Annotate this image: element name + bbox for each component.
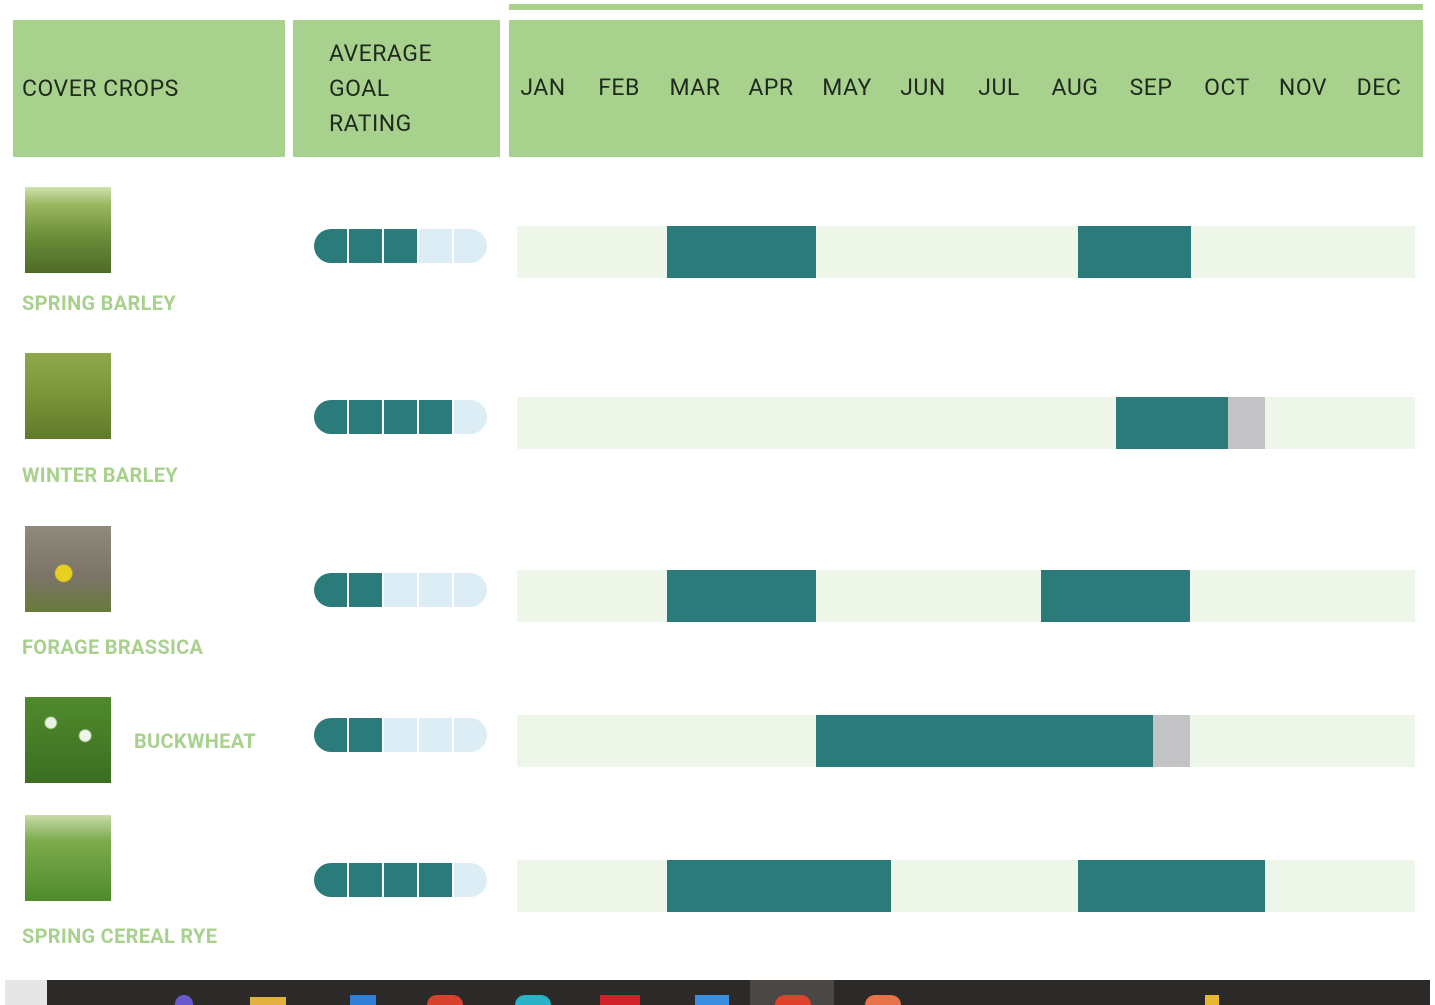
month-label: AUG [1051,74,1099,101]
planting-window [666,226,817,278]
rating-segment-empty [454,400,487,434]
taskbar-icon[interactable] [515,995,551,1005]
taskbar-icon[interactable] [695,995,729,1005]
month-label: MAY [822,74,872,101]
crop-photo [25,526,111,612]
header-accent [509,4,1423,10]
rating-segment-empty [454,573,487,607]
timeline-track [517,860,1415,912]
rating-segment-filled [384,229,417,263]
planting-window [816,715,1154,767]
rating-segment-filled [349,863,382,897]
rating-segment-filled [384,863,417,897]
rating-segment-empty [454,718,487,752]
crop-name[interactable]: WINTER BARLEY [22,463,178,487]
taskbar-icon[interactable] [600,995,640,1005]
taskbar-icon[interactable] [350,995,376,1005]
crop-photo [25,697,111,783]
rating-segment-filled [419,863,452,897]
month-label: SEP [1129,74,1173,101]
rating-segment-filled [419,400,452,434]
crop-photo [25,815,111,901]
taskbar-icon[interactable] [1205,995,1219,1005]
header-text: AVERAGE GOAL RATING [329,40,433,137]
rating-segment-empty [384,573,417,607]
month-label: DEC [1356,74,1402,101]
crop-photo [25,353,111,439]
planting-window [1078,860,1266,912]
crop-photo [25,187,111,273]
taskbar-icon[interactable] [175,995,193,1005]
header-cell: AVERAGE GOAL RATING [293,20,500,157]
taskbar [5,980,1430,1005]
rating-segment-empty [419,229,452,263]
taskbar-search[interactable] [5,980,47,1005]
crop-name[interactable]: BUCKWHEAT [134,729,256,753]
rating-segment-filled [384,400,417,434]
timeline-track [517,397,1415,449]
rating-segment-filled [314,573,347,607]
crop-name[interactable]: SPRING BARLEY [22,291,176,315]
planting-window [1078,226,1191,278]
planting-window [1115,397,1228,449]
rating-segment-filled [314,863,347,897]
month-label: APR [748,74,794,101]
rating-segment-empty [454,863,487,897]
header-text: COVER CROPS [22,75,179,102]
month-label: NOV [1278,74,1328,101]
taskbar-icon[interactable] [250,997,286,1005]
late-window [1153,715,1191,767]
rating-segment-filled [349,718,382,752]
header-cell: JAN FEB MAR APR MAY JUN JUL AUG SEP OCT NOV DEC [509,20,1423,157]
rating-segment-empty [419,718,452,752]
month-label: OCT [1204,74,1250,101]
taskbar-icon[interactable] [427,995,463,1005]
rating-segment-filled [314,718,347,752]
header-cell: COVER CROPS [13,20,285,157]
month-label: JUN [900,74,946,101]
planting-window [666,570,817,622]
rating-segment-empty [419,573,452,607]
rating-segment-filled [349,400,382,434]
rating-segment-empty [384,718,417,752]
month-label: JUL [978,74,1020,101]
taskbar-icon[interactable] [775,995,811,1005]
rating-segment-filled [314,400,347,434]
taskbar-icon[interactable] [865,995,901,1005]
timeline-track [517,226,1415,278]
timeline-track [517,570,1415,622]
crop-name[interactable]: SPRING CEREAL RYE [22,924,218,948]
planting-window [666,860,892,912]
crop-name[interactable]: FORAGE BRASSICA [22,635,204,659]
month-label: MAR [669,74,721,101]
rating-segment-filled [349,229,382,263]
rating-segment-filled [314,229,347,263]
late-window [1227,397,1266,449]
month-label: FEB [598,74,640,101]
planting-window [1040,570,1191,622]
rating-segment-filled [349,573,382,607]
month-label: JAN [520,74,566,101]
rating-segment-empty [454,229,487,263]
